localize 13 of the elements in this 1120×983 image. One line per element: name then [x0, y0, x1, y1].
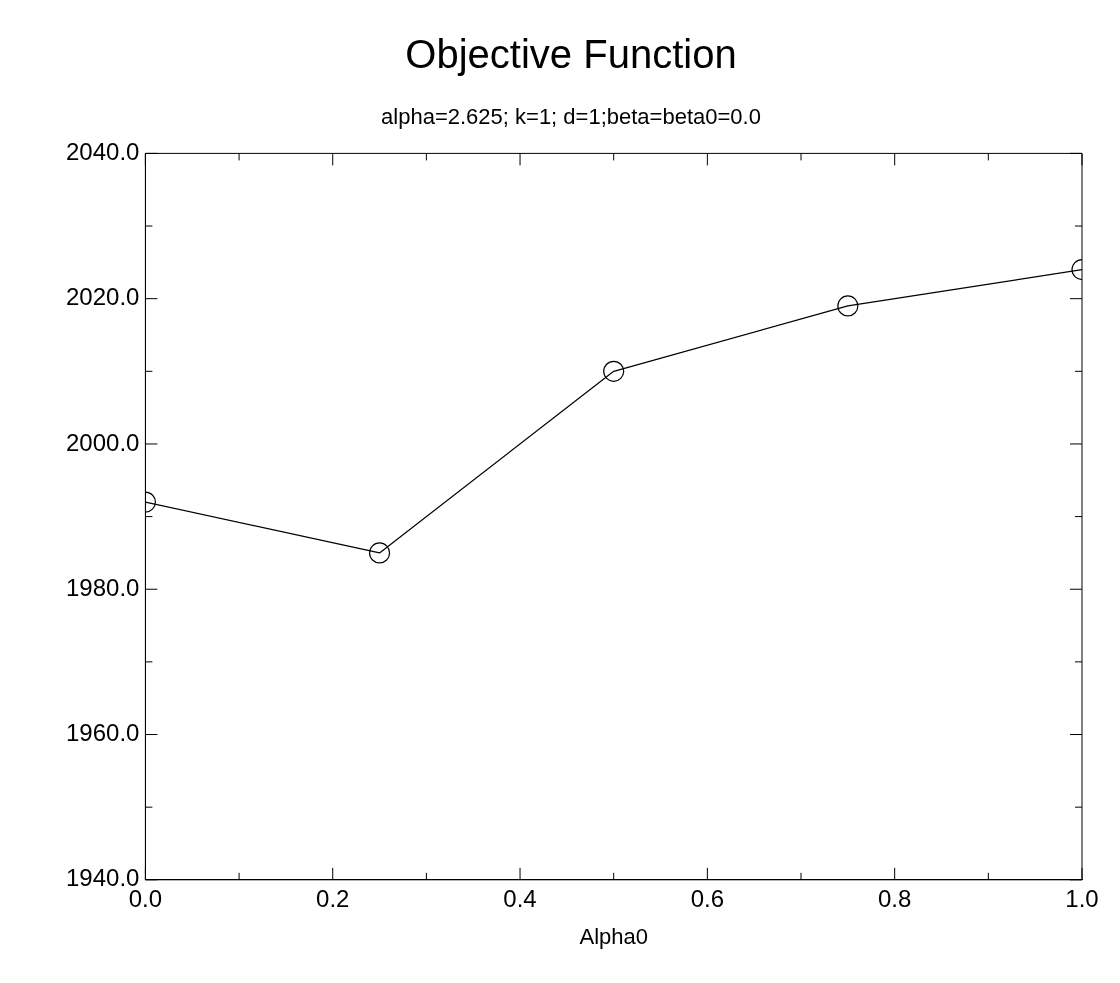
y-tick-label: 2000.0	[66, 428, 140, 456]
y-tick-label: 2020.0	[66, 283, 140, 311]
x-axis-title: Alpha0	[579, 923, 648, 949]
x-tick-label: 0.6	[690, 884, 725, 912]
y-tick-label: 1980.0	[66, 573, 140, 601]
chart-title: Objective Function	[405, 32, 737, 77]
chart-subtitle: alpha=2.625; k=1; d=1;beta=beta0=0.0	[381, 104, 761, 130]
x-tick-label: 0.8	[877, 884, 912, 912]
x-tick-label: 0.2	[316, 884, 350, 912]
x-tick-label: 0.4	[503, 884, 537, 912]
y-tick-label: 2040.0	[66, 138, 140, 166]
x-tick-label: 1.0	[1065, 884, 1099, 912]
y-tick-label: 1960.0	[66, 719, 140, 747]
